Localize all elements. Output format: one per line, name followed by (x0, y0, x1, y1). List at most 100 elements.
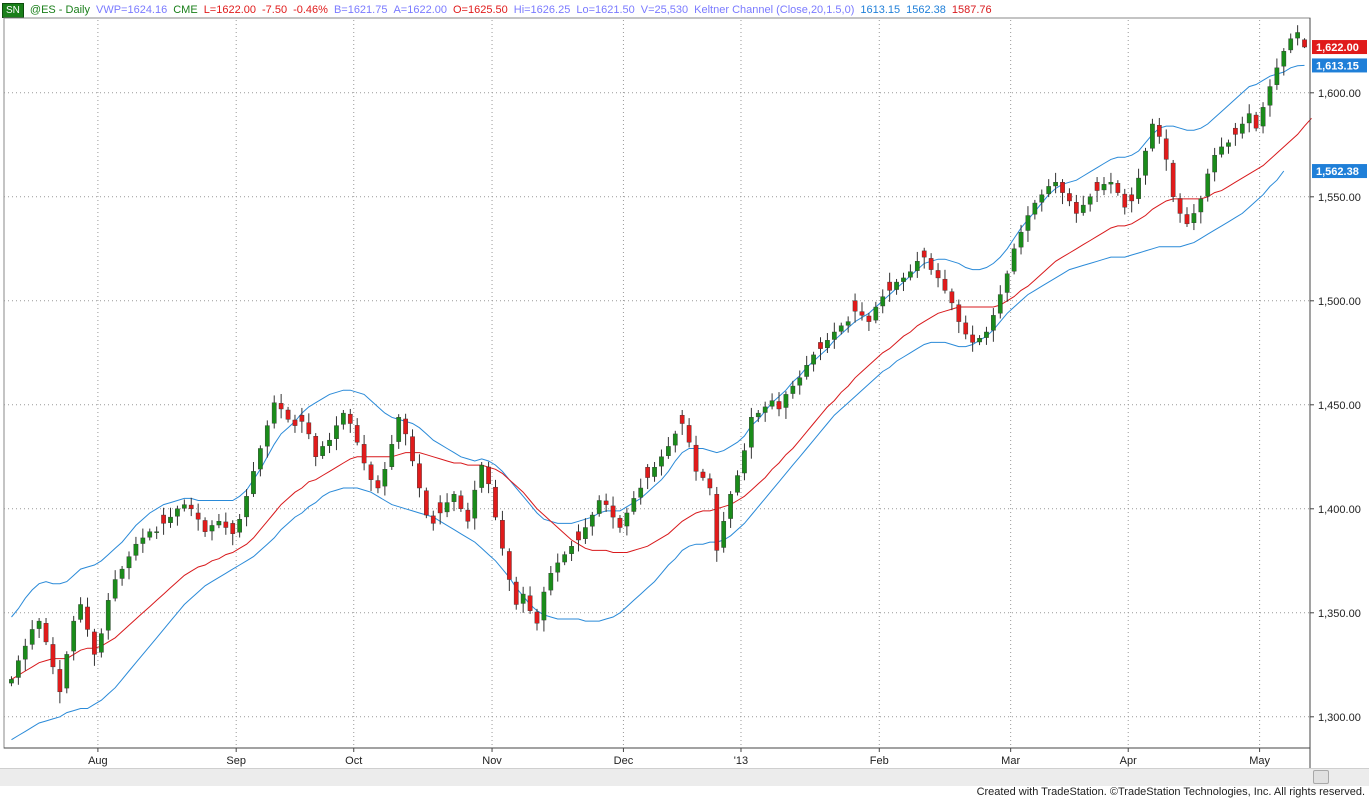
candle (659, 449, 664, 476)
candle (500, 510, 505, 556)
candle-body (1080, 204, 1086, 213)
price-tag-label: 1,622.00 (1316, 42, 1359, 54)
candle (589, 511, 595, 536)
candle (991, 308, 996, 342)
candle-body (997, 294, 1003, 314)
candle (548, 566, 554, 596)
candle-body (714, 494, 720, 551)
candle (244, 489, 249, 527)
candle (1122, 188, 1128, 215)
candle (1087, 193, 1093, 212)
candle (465, 502, 471, 529)
candle-body (852, 300, 858, 312)
candle (1281, 48, 1287, 76)
candle (887, 272, 892, 302)
candle-body (596, 500, 602, 514)
candle-body (735, 475, 740, 493)
candle (382, 462, 388, 496)
candle-body (36, 620, 42, 629)
candle-body (991, 315, 996, 331)
candle (403, 413, 408, 446)
time-tick-label: Sep (226, 755, 246, 767)
candle-body (493, 486, 498, 518)
candle-body (168, 516, 173, 523)
candle (119, 566, 125, 586)
price-tick-label: 1,300.00 (1318, 712, 1361, 724)
candle (43, 618, 49, 646)
candle (140, 528, 146, 553)
price-chart[interactable]: 1,300.00 1,350.00 1,400.00 1,450.00 1,500.00… (0, 0, 1369, 770)
candle (278, 393, 284, 419)
candle (1074, 194, 1079, 223)
candle (562, 551, 567, 566)
candle (818, 337, 823, 361)
candle-body (1260, 107, 1266, 127)
candle-body (78, 604, 83, 620)
candle (672, 430, 678, 453)
candle-body (541, 591, 547, 621)
candle (424, 487, 429, 519)
net-change: -7.50 (262, 4, 288, 16)
candle-body (1191, 213, 1197, 224)
candle-body (887, 281, 892, 291)
candle-body (216, 521, 222, 526)
chart-grid (3, 17, 1311, 749)
candle-body (624, 512, 630, 527)
candle (285, 406, 291, 423)
candle (1191, 204, 1197, 231)
indicator-label[interactable]: Keltner Channel (Close,20,1.5,0) (694, 4, 855, 16)
candle-body (631, 498, 637, 512)
time-scrollbar[interactable] (0, 768, 1369, 786)
candle (1239, 116, 1245, 139)
candle (292, 414, 298, 433)
candle (1274, 58, 1280, 90)
candle (361, 434, 367, 471)
scrollbar-thumb[interactable] (1313, 770, 1329, 784)
candle-body (1226, 142, 1231, 147)
candle (1032, 199, 1038, 220)
candle-body (562, 554, 567, 563)
candle (928, 253, 934, 275)
candle-body (271, 402, 277, 424)
candle-body (105, 600, 111, 631)
candle-body (1094, 182, 1100, 191)
candle (894, 278, 899, 295)
candle (161, 507, 166, 535)
candle (92, 628, 97, 666)
candle (78, 597, 83, 623)
open-price: O=1625.50 (453, 4, 508, 16)
candle (901, 272, 906, 292)
candle-body (354, 425, 360, 443)
candle-body (603, 500, 609, 505)
candle-body (410, 436, 415, 462)
candle (320, 441, 325, 459)
candle-body (935, 270, 941, 279)
symbol-label[interactable]: @ES - Daily (29, 4, 90, 16)
candle-body (811, 354, 816, 365)
plot-frame (3, 17, 1311, 749)
candle (1004, 270, 1010, 302)
candle (36, 618, 42, 638)
candle-body (949, 291, 955, 304)
candle-body (1150, 123, 1155, 149)
candle-body (175, 508, 180, 517)
candle (596, 495, 602, 517)
candle (437, 495, 443, 525)
candle (1219, 137, 1224, 158)
candle-body (382, 469, 388, 487)
candle-body (64, 654, 70, 689)
candle (1136, 168, 1141, 204)
candle-body (555, 562, 561, 573)
candle-body (977, 338, 982, 343)
candle (742, 443, 747, 481)
indicator-upper-value: 1613.15 (860, 4, 901, 16)
candle (1150, 118, 1155, 152)
candle (237, 514, 242, 538)
candle (513, 576, 519, 610)
candle (845, 316, 851, 333)
candle-body (327, 439, 332, 446)
candle-body (818, 342, 823, 349)
candle (1108, 172, 1114, 194)
candle (71, 615, 77, 661)
candlestick-series (9, 25, 1307, 704)
